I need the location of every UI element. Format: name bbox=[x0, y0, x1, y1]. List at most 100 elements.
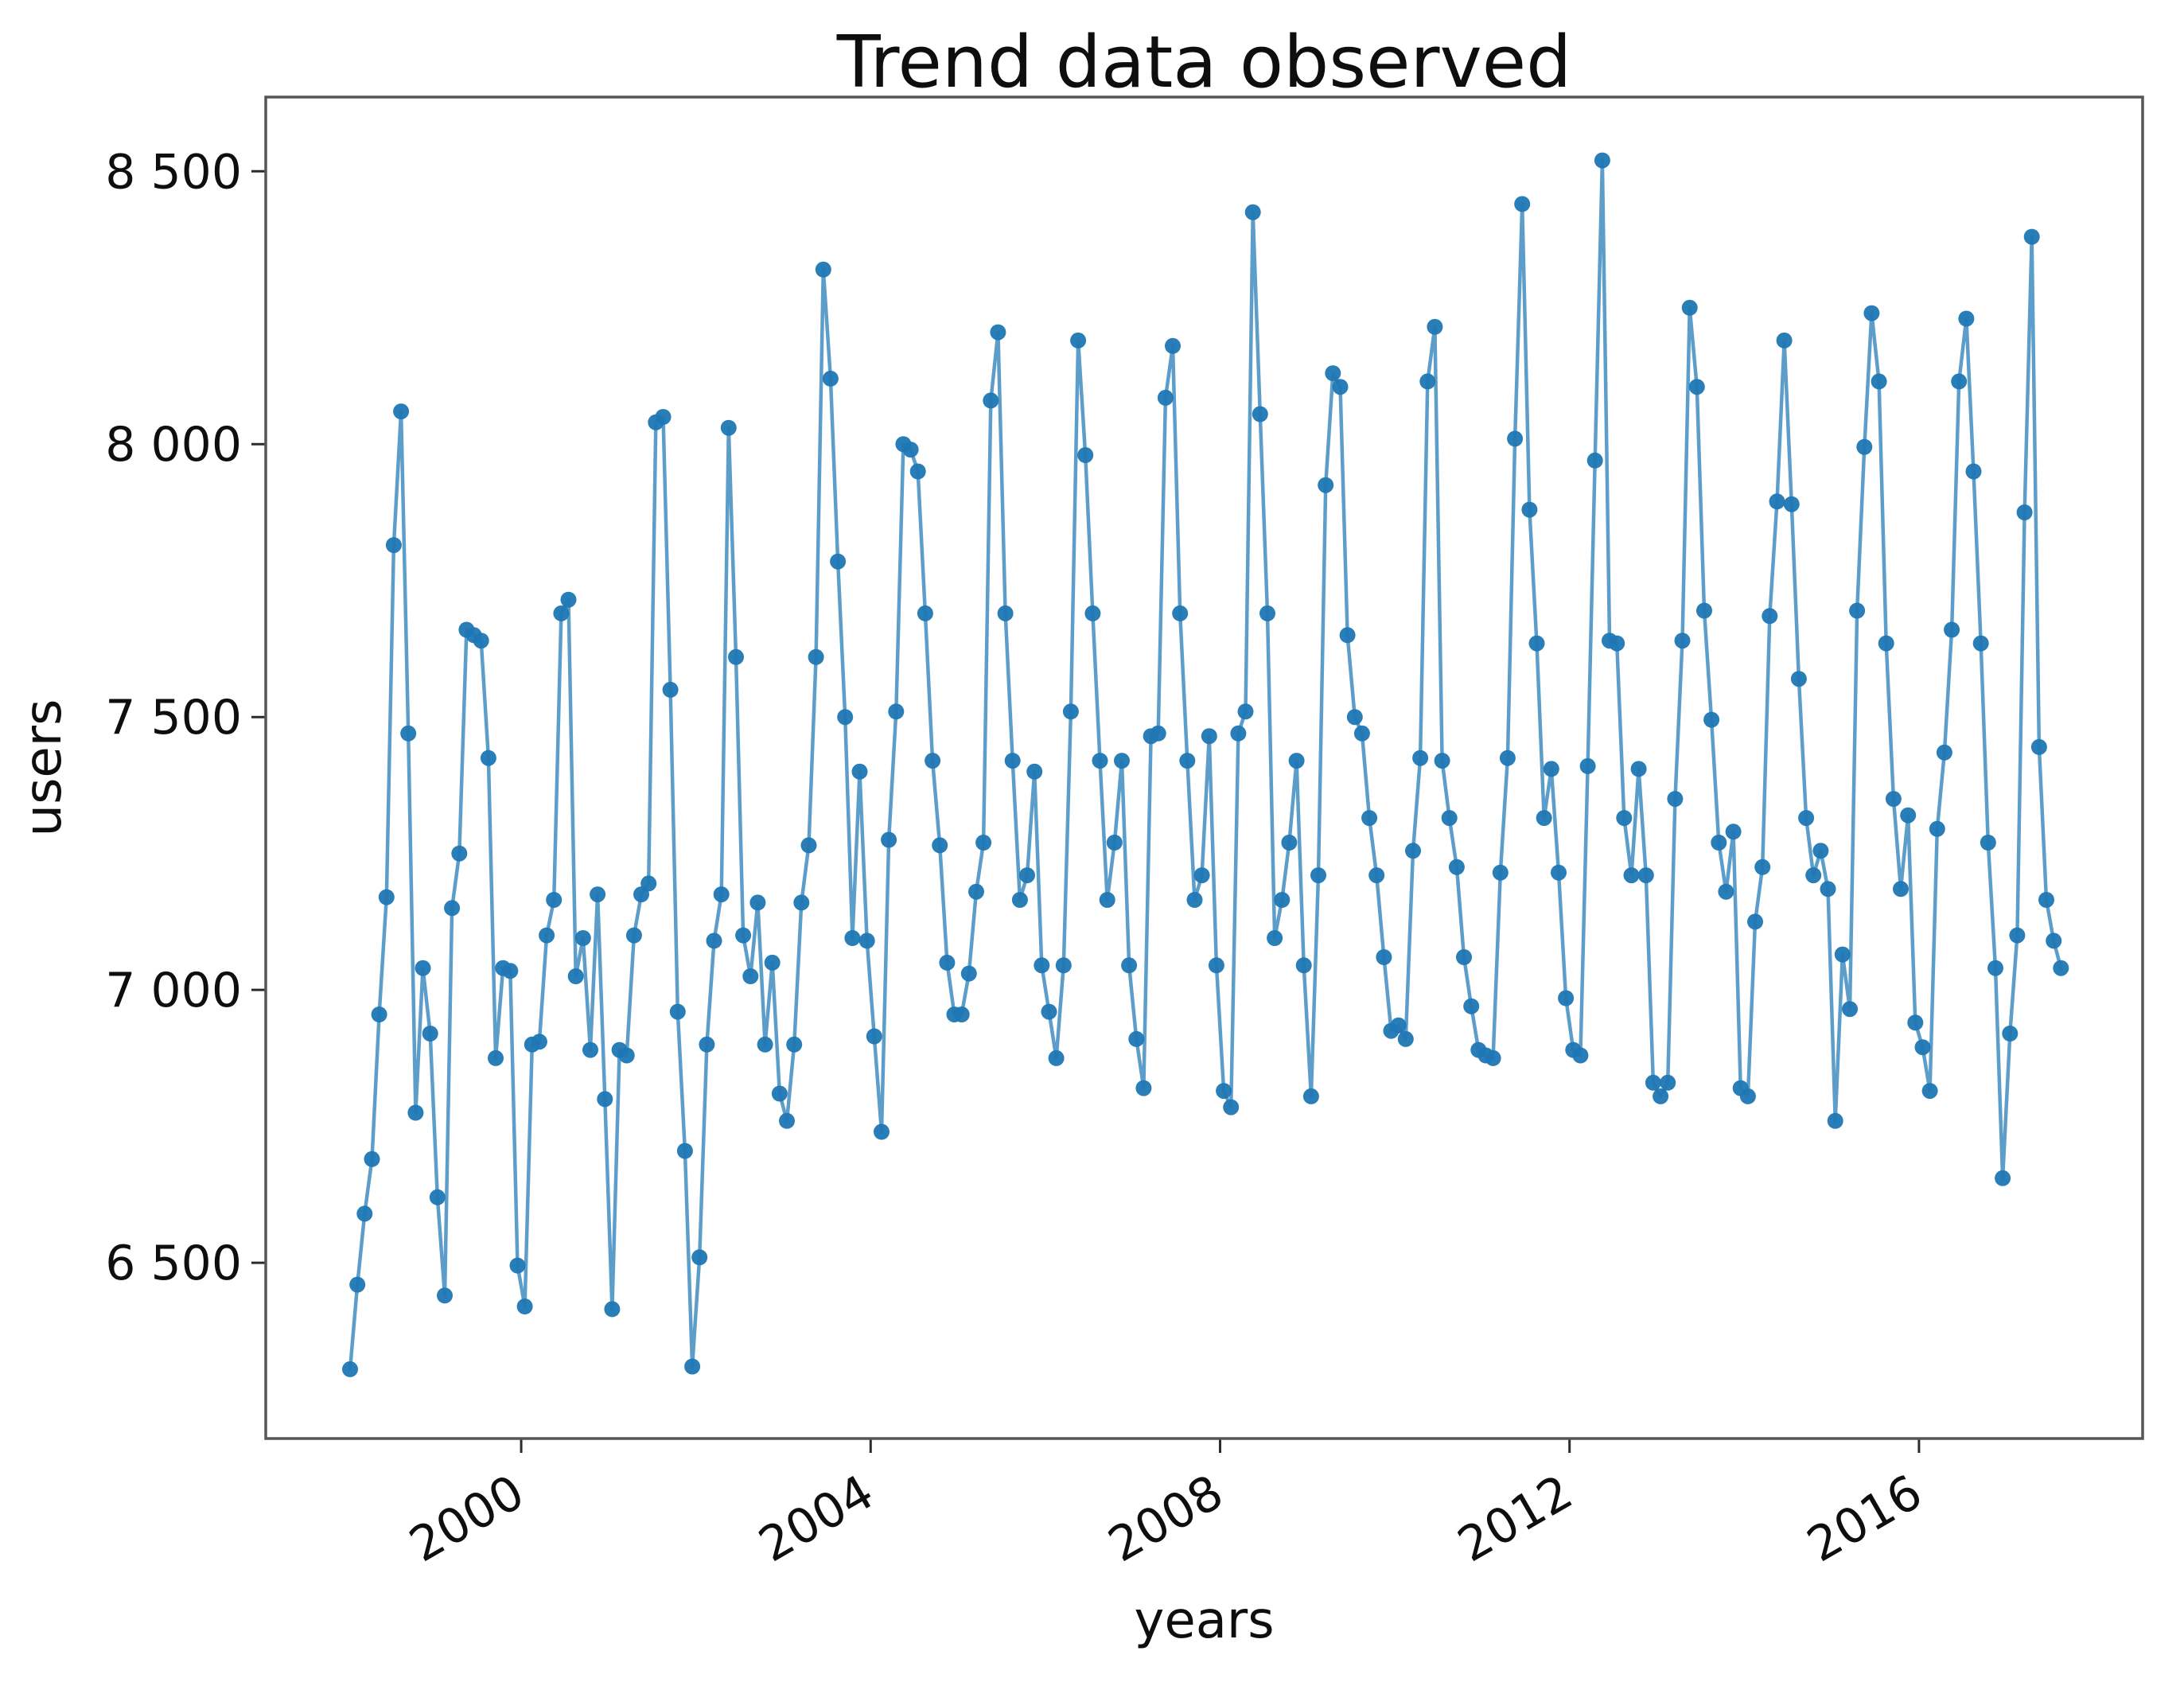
data-point-marker bbox=[444, 900, 461, 917]
data-point-marker bbox=[1856, 438, 1873, 455]
data-point-marker bbox=[1995, 1170, 2011, 1186]
data-point-marker bbox=[662, 681, 679, 698]
data-point-marker bbox=[1616, 810, 1633, 827]
data-point-marker bbox=[1419, 373, 1436, 390]
data-point-marker bbox=[975, 835, 992, 851]
data-point-marker bbox=[415, 960, 431, 976]
data-point-marker bbox=[1244, 204, 1261, 220]
data-point-marker bbox=[932, 837, 948, 854]
data-point-marker bbox=[793, 894, 810, 911]
data-point-marker bbox=[749, 894, 766, 911]
data-point-marker bbox=[1514, 196, 1531, 212]
data-point-marker bbox=[2016, 504, 2033, 520]
data-point-marker bbox=[1572, 1047, 1589, 1064]
data-point-marker bbox=[1150, 725, 1166, 742]
data-point-marker bbox=[1696, 602, 1712, 619]
data-point-marker bbox=[1339, 627, 1356, 644]
data-point-marker bbox=[764, 954, 781, 971]
data-point-marker bbox=[1820, 881, 1836, 897]
data-point-marker bbox=[1827, 1112, 1843, 1129]
data-point-marker bbox=[1193, 867, 1210, 884]
data-point-marker bbox=[1288, 753, 1305, 769]
data-point-marker bbox=[1310, 867, 1326, 884]
data-point-marker bbox=[1980, 835, 1996, 851]
x-tick-label: 2012 bbox=[1449, 1464, 1582, 1573]
data-point-marker bbox=[851, 763, 868, 780]
data-point-marker bbox=[1965, 463, 1982, 480]
data-point-marker bbox=[779, 1112, 795, 1129]
data-point-marker bbox=[1084, 605, 1101, 621]
data-point-marker bbox=[1711, 835, 1727, 851]
data-point-marker bbox=[1543, 761, 1559, 777]
x-tick-label: 2004 bbox=[750, 1464, 883, 1573]
data-point-marker bbox=[1157, 389, 1174, 406]
data-point-marker bbox=[1586, 452, 1603, 469]
data-point-marker bbox=[582, 1042, 598, 1058]
data-point-marker bbox=[1353, 725, 1370, 742]
data-point-marker bbox=[1536, 810, 1552, 827]
data-point-marker bbox=[1208, 957, 1224, 974]
data-point-marker bbox=[560, 591, 577, 608]
data-point-marker bbox=[422, 1026, 438, 1042]
data-point-marker bbox=[728, 648, 744, 665]
data-point-marker bbox=[1106, 835, 1123, 851]
x-tick-label: 2008 bbox=[1100, 1464, 1232, 1573]
data-point-marker bbox=[640, 875, 657, 892]
data-point-marker bbox=[2030, 738, 2047, 755]
data-point-marker bbox=[1718, 883, 1734, 900]
data-point-marker bbox=[1048, 1049, 1065, 1066]
data-point-marker bbox=[1172, 605, 1189, 621]
data-point-marker bbox=[349, 1276, 366, 1293]
data-point-marker bbox=[1026, 763, 1043, 780]
y-tick-label: 7 500 bbox=[105, 690, 242, 746]
data-point-marker bbox=[2023, 228, 2040, 245]
data-point-marker bbox=[713, 886, 730, 903]
data-point-marker bbox=[1274, 892, 1291, 908]
data-point-marker bbox=[1201, 728, 1217, 745]
data-point-marker bbox=[516, 1298, 533, 1314]
data-point-marker bbox=[1849, 602, 1866, 619]
data-point-marker bbox=[1944, 621, 1960, 638]
data-point-marker bbox=[1055, 957, 1072, 974]
data-point-marker bbox=[1492, 864, 1509, 881]
data-point-marker bbox=[953, 1006, 970, 1022]
data-point-marker bbox=[822, 370, 839, 387]
data-point-marker bbox=[808, 648, 824, 665]
data-point-marker bbox=[531, 1034, 547, 1050]
y-tick-label: 7 000 bbox=[105, 963, 242, 1018]
data-point-marker bbox=[1397, 1030, 1414, 1047]
data-point-marker bbox=[590, 886, 606, 903]
data-point-marker bbox=[385, 537, 402, 554]
data-point-marker bbox=[1368, 867, 1385, 884]
data-point-marker bbox=[1499, 750, 1516, 766]
data-point-marker bbox=[1252, 406, 1268, 422]
data-point-marker bbox=[1834, 946, 1851, 963]
data-point-marker bbox=[735, 927, 752, 944]
data-point-marker bbox=[1805, 867, 1822, 884]
data-point-marker bbox=[1121, 957, 1138, 974]
data-point-marker bbox=[1630, 761, 1647, 777]
data-point-marker bbox=[960, 965, 977, 982]
data-point-marker bbox=[625, 927, 642, 944]
data-point-marker bbox=[437, 1287, 453, 1304]
data-point-marker bbox=[1929, 820, 1945, 837]
data-point-marker bbox=[1223, 1099, 1240, 1115]
data-point-marker bbox=[364, 1151, 380, 1167]
data-point-marker bbox=[2053, 960, 2069, 976]
data-point-marker bbox=[2046, 932, 2062, 949]
data-point-marker bbox=[378, 889, 395, 905]
data-point-marker bbox=[771, 1085, 788, 1102]
x-tick-label: 2016 bbox=[1798, 1464, 1931, 1573]
data-point-marker bbox=[1681, 299, 1698, 316]
data-point-marker bbox=[830, 553, 847, 570]
data-point-marker bbox=[655, 409, 672, 425]
data-point-marker bbox=[1295, 957, 1312, 974]
data-point-marker bbox=[757, 1036, 773, 1053]
data-point-marker bbox=[1863, 305, 1880, 321]
data-point-marker bbox=[1754, 859, 1771, 875]
data-point-marker bbox=[393, 403, 410, 420]
data-point-marker bbox=[844, 930, 861, 946]
data-point-marker bbox=[567, 968, 584, 984]
